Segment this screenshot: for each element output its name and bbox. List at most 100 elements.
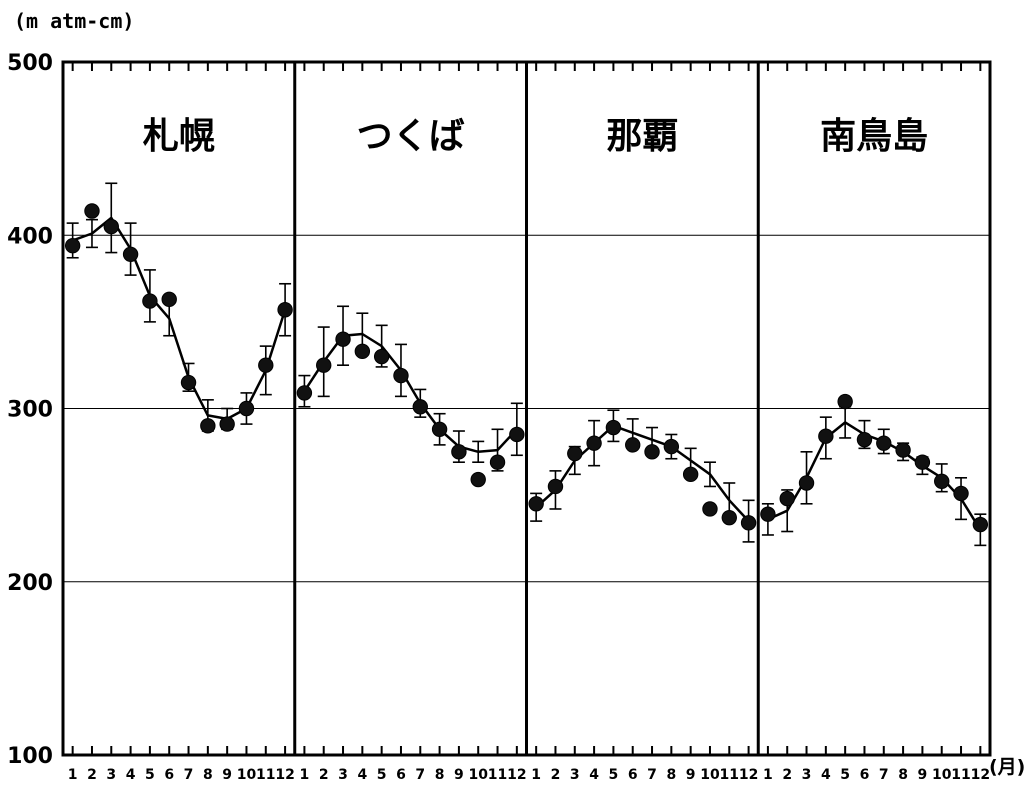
data-point	[548, 479, 562, 493]
x-tick-label: 2	[782, 767, 792, 783]
data-point	[259, 358, 273, 372]
data-point	[239, 401, 253, 415]
data-point	[374, 349, 388, 363]
x-tick-label: 7	[647, 767, 657, 783]
data-point	[935, 474, 949, 488]
data-point	[568, 446, 582, 460]
x-tick-label: 5	[377, 767, 387, 783]
data-point	[838, 394, 852, 408]
x-tick-label: 2	[87, 767, 97, 783]
data-point	[452, 445, 466, 459]
mean-line	[73, 218, 285, 419]
x-tick-label: 3	[570, 767, 580, 783]
data-point	[587, 436, 601, 450]
x-tick-label: 4	[357, 767, 367, 783]
data-point	[201, 419, 215, 433]
x-tick-label: 1	[763, 767, 773, 783]
x-tick-label: 12	[739, 767, 758, 783]
x-tick-label: 9	[454, 767, 464, 783]
x-tick-label: 9	[686, 767, 696, 783]
x-tick-label: 1	[300, 767, 310, 783]
x-tick-label: 8	[898, 767, 908, 783]
x-tick-label: 7	[184, 767, 194, 783]
data-point	[645, 445, 659, 459]
x-tick-label: 8	[203, 767, 213, 783]
x-tick-label: 7	[879, 767, 889, 783]
data-point	[683, 467, 697, 481]
data-point	[317, 358, 331, 372]
x-tick-label: 3	[338, 767, 348, 783]
data-point	[490, 455, 504, 469]
x-tick-label: 2	[319, 767, 329, 783]
data-point	[761, 507, 775, 521]
x-tick-label: 10	[932, 767, 952, 783]
x-tick-label: 12	[275, 767, 294, 783]
x-tick-label: 10	[700, 767, 720, 783]
x-tick-label: 3	[106, 767, 116, 783]
x-tick-label: 1	[68, 767, 78, 783]
panel-1: 札幌1 2 3 4 5 6 7 8 9 10 11 12	[65, 62, 294, 783]
data-point	[510, 427, 524, 441]
panel-title: 那覇	[606, 116, 678, 157]
data-point	[181, 375, 195, 389]
x-tick-label: 11	[488, 767, 507, 783]
data-point	[529, 497, 543, 511]
x-tick-label: 9	[918, 767, 928, 783]
data-point	[85, 204, 99, 218]
y-tick-label-500: 500	[7, 51, 53, 76]
data-point	[220, 417, 234, 431]
data-point	[297, 386, 311, 400]
panel-title: 南鳥島	[820, 116, 928, 157]
x-tick-label: 10	[237, 767, 257, 783]
y-tick-label-400: 400	[7, 224, 53, 249]
data-point	[954, 486, 968, 500]
data-point	[123, 247, 137, 261]
x-tick-label: 6	[396, 767, 406, 783]
x-tick-label: 4	[589, 767, 599, 783]
data-point	[626, 438, 640, 452]
x-tick-label: 12	[971, 767, 990, 783]
panel-title: 札幌	[143, 116, 215, 157]
data-point	[819, 429, 833, 443]
x-tick-label: 11	[720, 767, 739, 783]
data-point	[432, 422, 446, 436]
x-tick-label: 5	[840, 767, 850, 783]
data-point	[355, 344, 369, 358]
data-point	[973, 517, 987, 531]
data-point	[471, 472, 485, 486]
x-tick-label: 3	[802, 767, 812, 783]
panel-title: つくば	[357, 116, 465, 157]
x-tick-label: 12	[507, 767, 526, 783]
data-point	[336, 332, 350, 346]
data-point	[162, 292, 176, 306]
data-point	[394, 368, 408, 382]
data-point	[741, 516, 755, 530]
x-tick-label: 6	[628, 767, 638, 783]
x-tick-label: 10	[468, 767, 488, 783]
x-tick-label: 2	[551, 767, 561, 783]
x-tick-label: 6	[860, 767, 870, 783]
data-point	[143, 294, 157, 308]
data-point	[896, 443, 910, 457]
mean-line	[304, 334, 516, 452]
data-point	[413, 400, 427, 414]
x-tick-label: 1	[531, 767, 541, 783]
x-tick-label: 5	[609, 767, 619, 783]
x-tick-label: 4	[821, 767, 831, 783]
data-point	[664, 439, 678, 453]
data-point	[722, 510, 736, 524]
data-point	[606, 420, 620, 434]
y-tick-label-100: 100	[7, 744, 53, 769]
x-tick-label: 8	[666, 767, 676, 783]
data-point	[703, 502, 717, 516]
x-tick-label: 4	[126, 767, 136, 783]
x-tick-label: 5	[145, 767, 155, 783]
data-point	[104, 219, 118, 233]
x-tick-label: 8	[435, 767, 445, 783]
y-axis-unit-label: (m atm-cm)	[14, 9, 134, 33]
y-tick-label-200: 200	[7, 571, 53, 596]
x-tick-label: 9	[222, 767, 232, 783]
